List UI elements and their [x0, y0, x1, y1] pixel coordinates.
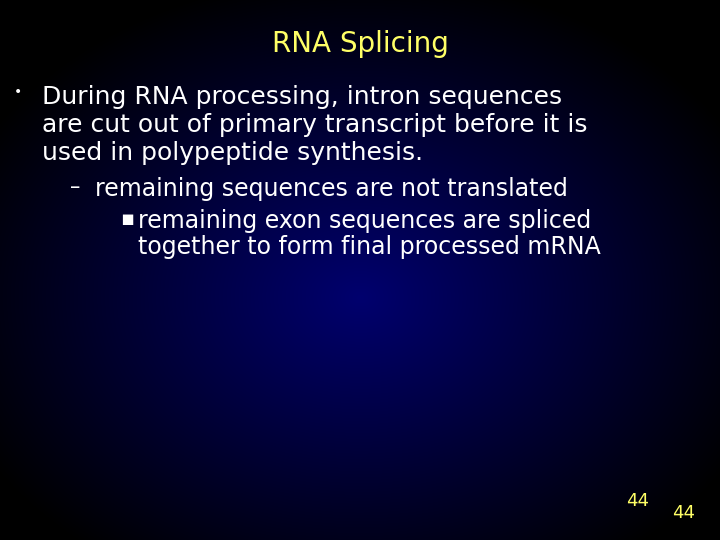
Text: RNA Splicing: RNA Splicing [271, 30, 449, 58]
Text: 44: 44 [626, 492, 649, 510]
Text: During RNA processing, intron sequences: During RNA processing, intron sequences [42, 85, 562, 109]
Text: used in polypeptide synthesis.: used in polypeptide synthesis. [42, 141, 423, 165]
Text: together to form final processed mRNA: together to form final processed mRNA [138, 235, 600, 259]
Text: remaining exon sequences are spliced: remaining exon sequences are spliced [138, 209, 591, 233]
Text: remaining sequences are not translated: remaining sequences are not translated [95, 177, 568, 201]
Text: 44: 44 [672, 504, 695, 522]
Text: •: • [14, 85, 22, 99]
Text: –: – [70, 177, 81, 197]
Text: ▪: ▪ [120, 209, 134, 229]
Text: are cut out of primary transcript before it is: are cut out of primary transcript before… [42, 113, 588, 137]
